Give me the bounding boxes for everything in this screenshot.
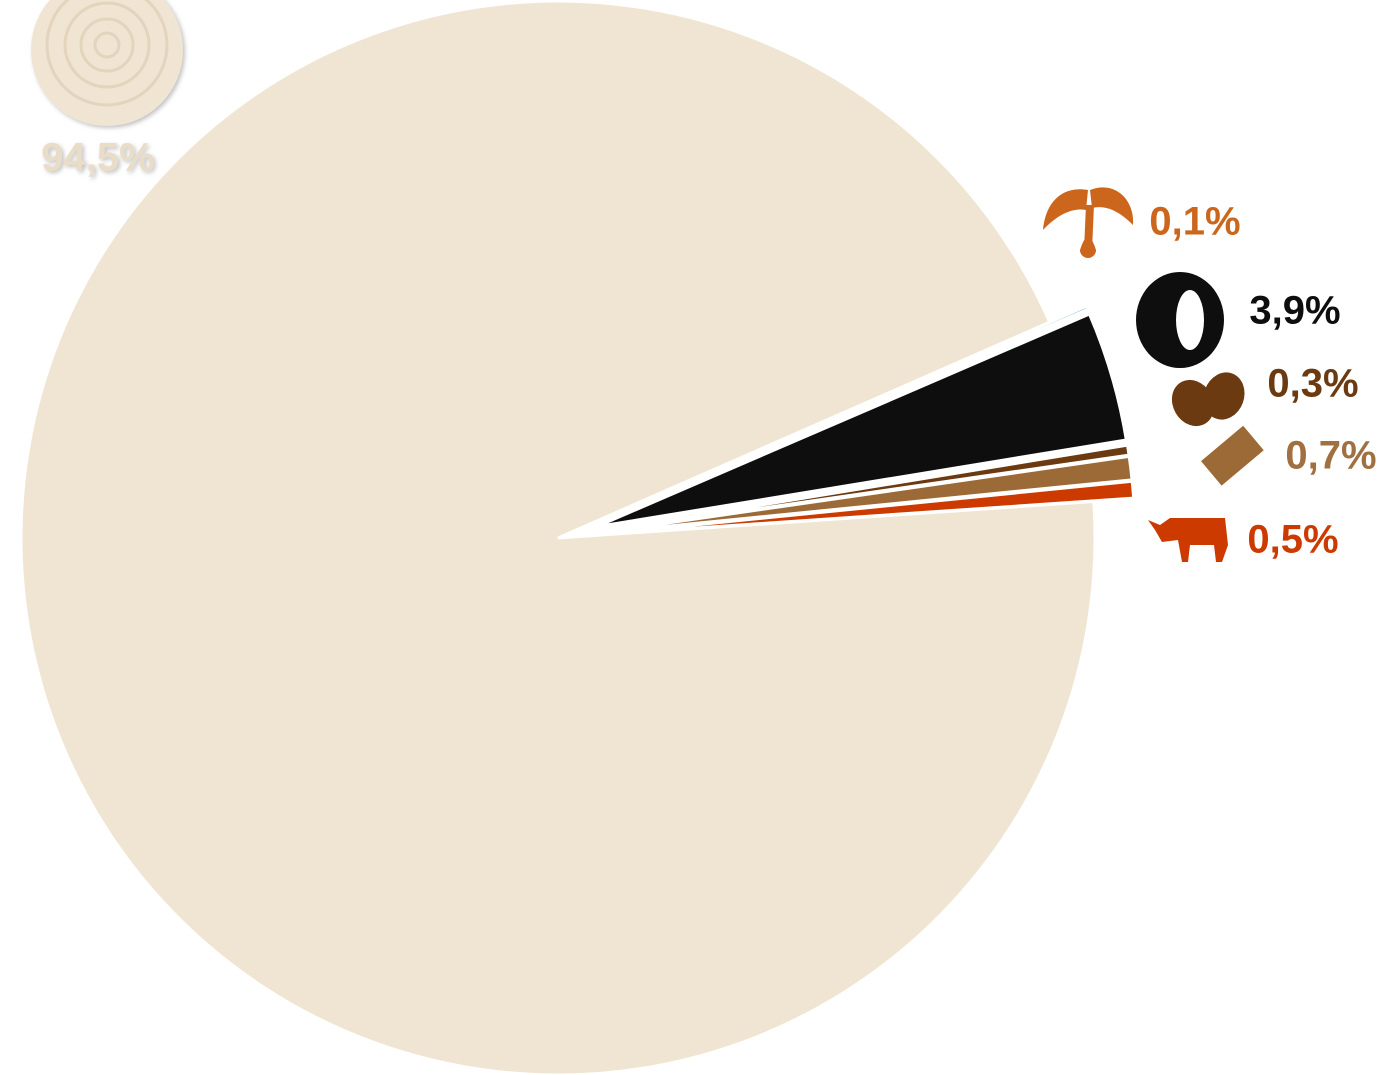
cattle-icon bbox=[1148, 518, 1228, 562]
pie-slice bbox=[597, 454, 1134, 535]
wood-icon bbox=[31, 0, 183, 126]
value-label: 94,5% bbox=[41, 136, 154, 180]
value-label: 0,5% bbox=[1247, 518, 1338, 562]
pie bbox=[19, 0, 1136, 1075]
pie-slice bbox=[595, 312, 1129, 529]
pie-slice bbox=[19, 0, 1097, 1075]
tire-icon bbox=[1136, 272, 1224, 368]
value-label: 0,1% bbox=[1149, 200, 1240, 244]
pie-slice bbox=[597, 479, 1136, 537]
value-label: 0,7% bbox=[1285, 434, 1376, 478]
chocolate-icon bbox=[1201, 425, 1264, 486]
coffee-icon bbox=[1171, 372, 1245, 427]
value-label: 0,3% bbox=[1267, 362, 1358, 406]
palm-icon bbox=[1043, 187, 1134, 258]
value-label: 3,9% bbox=[1249, 289, 1340, 333]
